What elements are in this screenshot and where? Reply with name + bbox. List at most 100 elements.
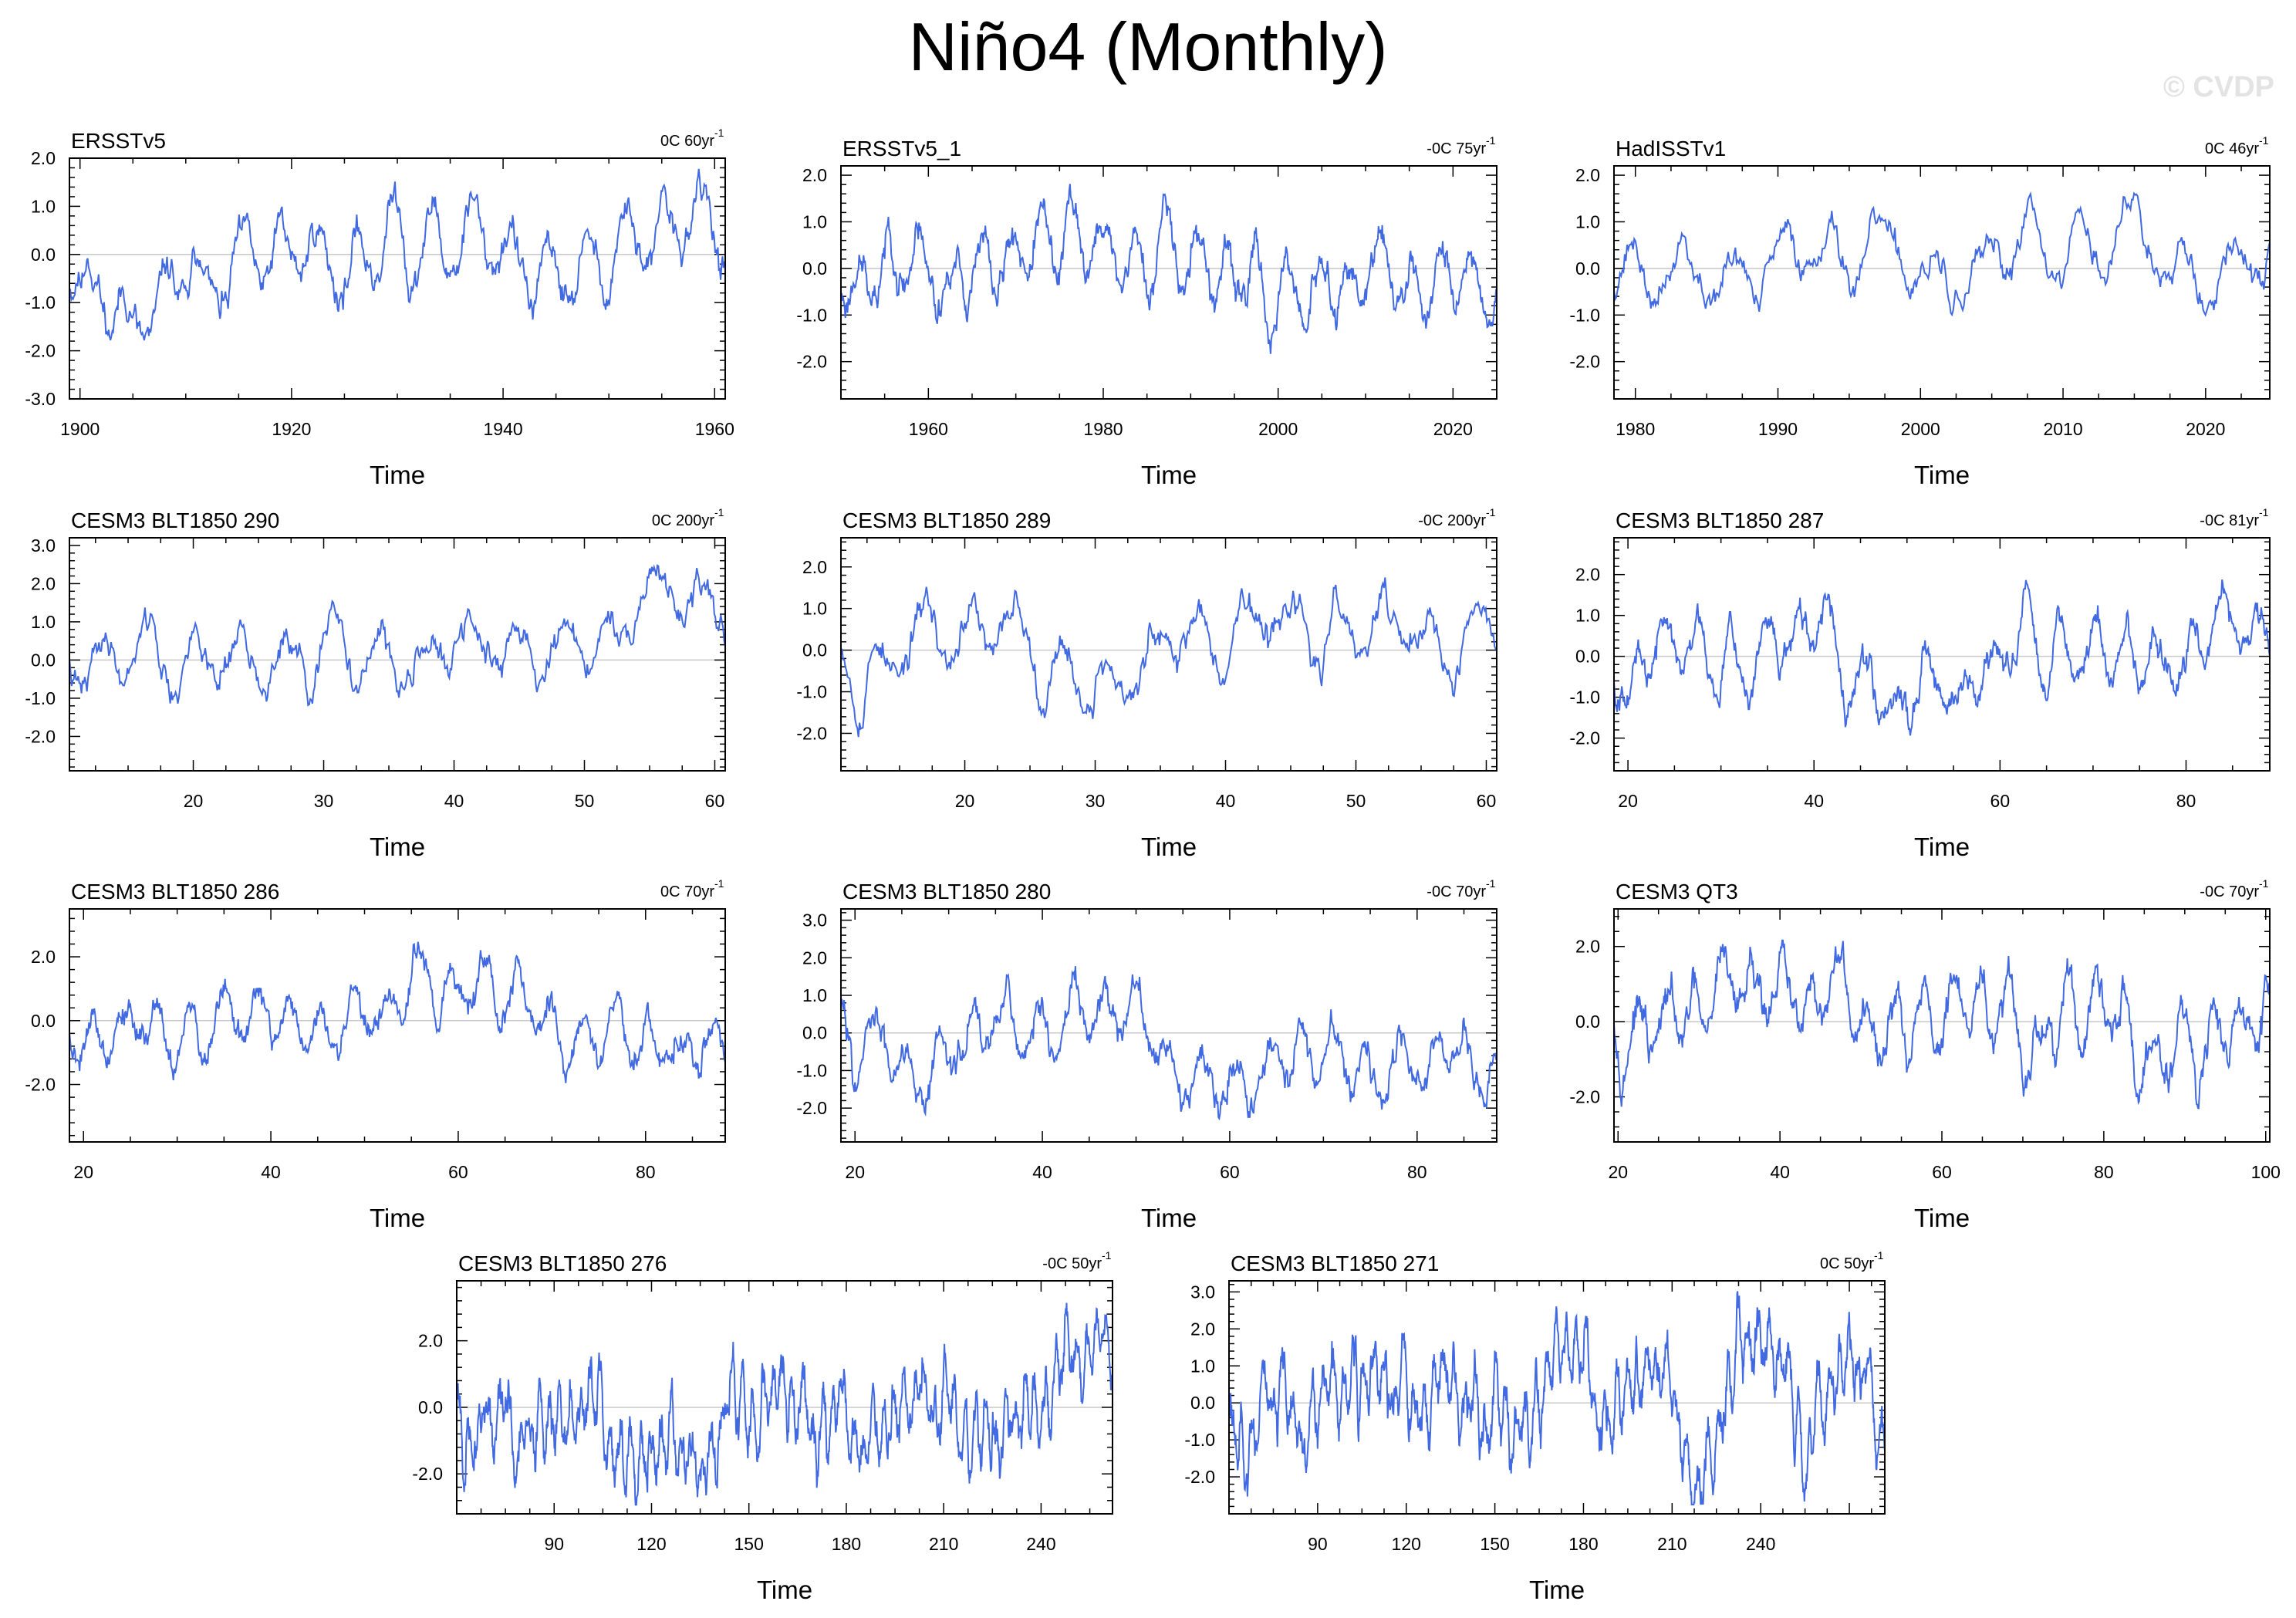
chart-panel-6: -2.0 -1.0 0.0 1.0 2.0 20 40 60 80 CESM3 BLT1850 2… xyxy=(1569,506,2271,861)
y-tick-label: -1.0 xyxy=(1569,305,1600,325)
figure-title: Niño4 (Monthly) xyxy=(908,8,1388,85)
x-tick-label: 80 xyxy=(2176,791,2196,811)
trend-exponent: -1 xyxy=(1486,506,1496,519)
y-tick-label: 0.0 xyxy=(31,245,56,265)
y-tick-label: 0.0 xyxy=(1575,258,1600,279)
x-axis-label: Time xyxy=(370,461,425,489)
y-tick-label: 0.0 xyxy=(31,1011,56,1031)
plot-frame xyxy=(1613,908,2271,1143)
trend-exponent: -1 xyxy=(1874,1249,1884,1262)
y-tick-label: -2.0 xyxy=(796,1098,827,1118)
chart-panel-4: -2.0 -1.0 0.0 1.0 2.0 3.0 20 30 40 50 60 CESM3 BLT1… xyxy=(25,506,726,861)
chart-panel-9: -2.0 0.0 2.0 20 40 60 80 100 CESM3 QT3 -0C 70yr -1… xyxy=(1569,877,2281,1232)
x-tick-label: 30 xyxy=(314,791,334,811)
x-tick-label: 20 xyxy=(845,1162,865,1182)
y-tick-label: -2.0 xyxy=(25,341,56,361)
plot-frame xyxy=(69,908,726,1143)
series-line xyxy=(69,168,726,341)
y-tick-label: -2.0 xyxy=(1569,728,1600,748)
chart-panel-8: -2.0 -1.0 0.0 1.0 2.0 3.0 20 40 60 80 CESM3 BLT185… xyxy=(796,877,1497,1232)
trend-label: 0C 70yr xyxy=(660,883,714,900)
y-tick-label: 1.0 xyxy=(802,211,827,231)
trend-exponent: -1 xyxy=(2259,506,2269,519)
panel-title: CESM3 QT3 xyxy=(1616,880,1738,904)
x-tick-label: 1960 xyxy=(695,419,734,439)
plot-frame xyxy=(840,537,1497,772)
x-tick-label: 2000 xyxy=(1258,419,1298,439)
x-tick-label: 80 xyxy=(2094,1162,2114,1182)
x-tick-label: 120 xyxy=(636,1534,666,1554)
trend-label: -0C 50yr xyxy=(1042,1255,1102,1272)
x-tick-label: 1980 xyxy=(1616,419,1655,439)
chart-panel-5: -2.0 -1.0 0.0 1.0 2.0 20 30 40 50 60 CESM3 BLT1850… xyxy=(796,506,1497,861)
y-tick-label: 1.0 xyxy=(31,612,56,632)
trend-exponent: -1 xyxy=(714,127,724,139)
y-tick-label: 2.0 xyxy=(1575,165,1600,185)
chart-panel-3: -2.0 -1.0 0.0 1.0 2.0 1980 1990 2000 2010 2020 Had… xyxy=(1569,134,2271,489)
x-tick-label: 1920 xyxy=(272,419,311,439)
plot-frame xyxy=(69,537,726,772)
trend-label: -0C 70yr xyxy=(1427,883,1486,900)
y-tick-label: -1.0 xyxy=(1569,687,1600,708)
trend-label: 0C 60yr xyxy=(660,133,714,150)
panel-title: CESM3 BLT1850 276 xyxy=(458,1252,667,1275)
trend-label: -0C 200yr xyxy=(1418,512,1486,529)
y-tick-label: 0.0 xyxy=(802,640,827,660)
y-tick-label: 0.0 xyxy=(418,1397,443,1417)
y-tick-label: 2.0 xyxy=(802,557,827,577)
x-tick-label: 20 xyxy=(1608,1162,1628,1182)
x-tick-label: 1980 xyxy=(1083,419,1123,439)
x-tick-label: 180 xyxy=(1568,1534,1598,1554)
panel-title: CESM3 BLT1850 287 xyxy=(1616,508,1824,532)
y-tick-label: 2.0 xyxy=(802,165,827,185)
y-tick-label: -1.0 xyxy=(25,292,56,312)
y-tick-label: -2.0 xyxy=(796,723,827,743)
y-tick-label: 2.0 xyxy=(31,573,56,593)
y-tick-label: 3.0 xyxy=(802,910,827,931)
trend-exponent: -1 xyxy=(2259,877,2269,890)
x-tick-label: 40 xyxy=(1216,791,1236,811)
trend-label: 0C 200yr xyxy=(652,512,714,529)
x-axis-label: Time xyxy=(1914,461,1970,489)
y-tick-label: 1.0 xyxy=(31,196,56,216)
panel-title: CESM3 BLT1850 271 xyxy=(1231,1252,1439,1275)
x-tick-label: 1900 xyxy=(60,419,100,439)
x-tick-label: 100 xyxy=(2251,1162,2281,1182)
x-tick-label: 1940 xyxy=(484,419,523,439)
x-tick-label: 60 xyxy=(1932,1162,1952,1182)
y-tick-label: 1.0 xyxy=(1575,211,1600,231)
y-tick-label: -1.0 xyxy=(25,688,56,708)
x-tick-label: 150 xyxy=(734,1534,764,1554)
x-tick-label: 40 xyxy=(1032,1162,1052,1182)
cvdp-watermark: © CVDP xyxy=(2163,71,2274,103)
x-axis-label: Time xyxy=(1914,833,1970,861)
x-axis-label: Time xyxy=(1141,461,1197,489)
x-axis-label: Time xyxy=(757,1576,812,1604)
plot-frame xyxy=(1228,1280,1886,1515)
series-line xyxy=(69,564,726,707)
y-tick-label: -1.0 xyxy=(1184,1430,1215,1450)
x-tick-label: 90 xyxy=(544,1534,564,1554)
x-axis-label: Time xyxy=(1141,833,1197,861)
plot-frame xyxy=(1613,165,2271,400)
panel-title: HadISSTv1 xyxy=(1616,137,1726,160)
x-tick-label: 80 xyxy=(636,1162,656,1182)
y-tick-label: 0.0 xyxy=(1575,647,1600,667)
y-tick-label: 0.0 xyxy=(1190,1393,1215,1413)
trend-exponent: -1 xyxy=(2259,134,2269,147)
x-tick-label: 90 xyxy=(1308,1534,1328,1554)
x-axis-label: Time xyxy=(1141,1204,1197,1232)
x-tick-label: 2020 xyxy=(1433,419,1473,439)
trend-label: -0C 75yr xyxy=(1427,140,1486,157)
chart-panel-1: -3.0 -2.0 -1.0 0.0 1.0 2.0 1900 1920 1940 1960 ERS… xyxy=(25,127,734,489)
panel-title: CESM3 BLT1850 289 xyxy=(842,508,1051,532)
y-tick-label: -1.0 xyxy=(796,682,827,702)
plot-frame xyxy=(840,165,1497,400)
y-tick-label: 1.0 xyxy=(802,599,827,619)
x-tick-label: 2000 xyxy=(1901,419,1940,439)
panel-title: ERSSTv5_1 xyxy=(842,137,961,160)
series-line xyxy=(69,941,726,1083)
x-tick-label: 60 xyxy=(1220,1162,1240,1182)
x-tick-label: 210 xyxy=(1657,1534,1687,1554)
y-tick-label: 3.0 xyxy=(31,535,56,556)
